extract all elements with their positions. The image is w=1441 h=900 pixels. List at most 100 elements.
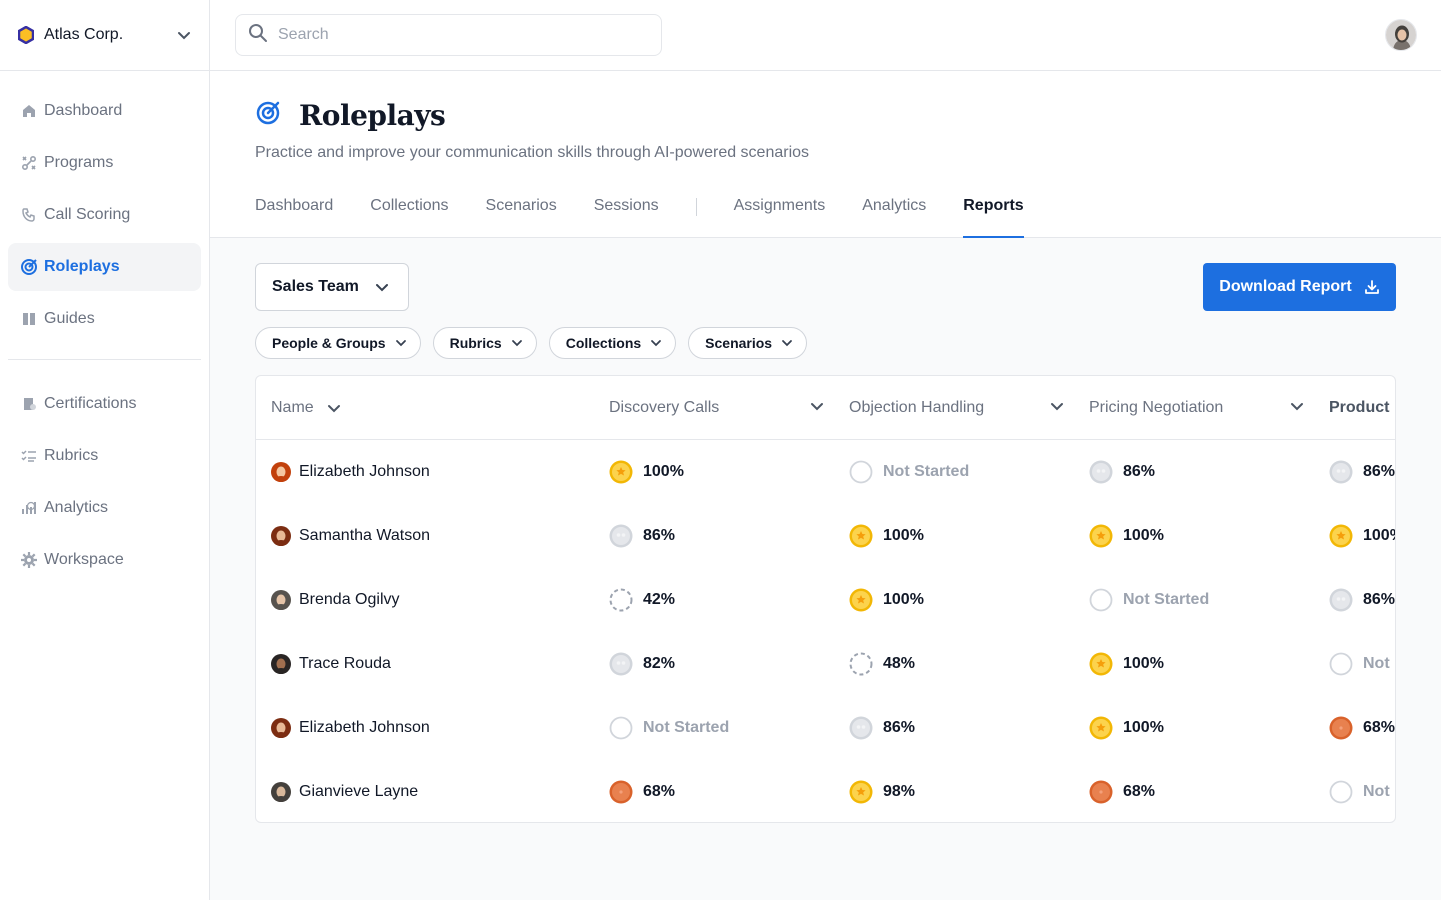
score-cell[interactable]: 86% — [849, 696, 915, 760]
medal-bronze-icon — [1089, 780, 1113, 804]
tab-reports[interactable]: Reports — [963, 185, 1025, 238]
column-header-product[interactable]: Product — [1329, 376, 1389, 439]
score-cell[interactable]: 68% — [1329, 696, 1395, 760]
score-cell[interactable]: 100% — [849, 568, 924, 632]
filter-rubrics[interactable]: Rubrics — [432, 327, 537, 359]
sidebar-item-analytics[interactable]: Analytics — [8, 484, 201, 532]
download-report-button[interactable]: Download Report — [1203, 263, 1396, 311]
table-row[interactable]: Trace Rouda 82% 48% 100% Not — [256, 632, 1395, 696]
sidebar-item-certifications[interactable]: Certifications — [8, 380, 201, 428]
score-cell[interactable]: 100% — [849, 504, 924, 568]
score-value: 42% — [643, 591, 676, 608]
medal-silver-icon — [609, 524, 633, 548]
sidebar-item-roleplays[interactable]: Roleplays — [8, 243, 201, 291]
tab-analytics[interactable]: Analytics — [862, 197, 927, 214]
search-input[interactable] — [278, 26, 648, 44]
table-row[interactable]: Samantha Watson 86% 100% 100% 100% — [256, 504, 1395, 568]
table-row[interactable]: Brenda Ogilvy 42% 100% Not Started 86% — [256, 568, 1395, 632]
score-value: 100% — [643, 463, 684, 480]
score-cell[interactable]: Not Started — [1089, 568, 1209, 632]
sidebar-item-workspace[interactable]: Workspace — [8, 536, 201, 584]
filter-label: Rubrics — [449, 335, 502, 351]
table-row[interactable]: Elizabeth Johnson Not Started 86% 100% 68% — [256, 696, 1395, 760]
score-cell[interactable]: 100% — [609, 440, 684, 504]
score-cell[interactable]: 42% — [609, 568, 675, 632]
not-started-icon — [1329, 780, 1353, 804]
score-cell[interactable]: 86% — [1329, 568, 1395, 632]
target-icon — [255, 100, 281, 131]
score-cell[interactable]: 82% — [609, 632, 675, 696]
tab-bar: Dashboard Collections Scenarios Sessions… — [255, 185, 1061, 238]
sidebar-item-rubrics[interactable]: Rubrics — [8, 432, 201, 480]
filter-collections[interactable]: Collections — [548, 327, 677, 359]
column-header-pricing-negotiation[interactable]: Pricing Negotiation — [1089, 376, 1305, 439]
tab-dashboard[interactable]: Dashboard — [255, 197, 334, 214]
avatar — [271, 526, 291, 546]
person-cell[interactable]: Gianvieve Layne — [271, 760, 418, 822]
score-cell[interactable]: 100% — [1329, 504, 1395, 568]
column-header-discovery-calls[interactable]: Discovery Calls — [609, 376, 825, 439]
tab-collections[interactable]: Collections — [370, 197, 449, 214]
column-header-objection-handling[interactable]: Objection Handling — [849, 376, 1065, 439]
medal-dashed-icon — [849, 652, 873, 676]
score-value: 86% — [1123, 463, 1156, 480]
score-value: 100% — [1123, 527, 1164, 544]
tab-assignments[interactable]: Assignments — [733, 197, 826, 214]
medal-silver-icon — [1329, 588, 1353, 612]
team-select-value: Sales Team — [272, 278, 359, 295]
score-cell[interactable]: 98% — [849, 760, 915, 822]
chevron-down-icon[interactable] — [175, 26, 193, 44]
home-icon — [20, 102, 38, 120]
score-cell[interactable]: 100% — [1089, 504, 1164, 568]
sidebar-item-label: Roleplays — [44, 258, 120, 275]
score-cell[interactable]: 68% — [1089, 760, 1155, 822]
user-avatar[interactable] — [1385, 19, 1417, 51]
score-cell[interactable]: 86% — [1089, 440, 1155, 504]
score-value: Not — [1363, 655, 1390, 672]
chevron-down-icon — [327, 404, 340, 412]
team-select[interactable]: Sales Team — [255, 263, 409, 311]
score-cell[interactable]: Not Started — [849, 440, 969, 504]
score-cell[interactable]: 100% — [1089, 632, 1164, 696]
person-cell[interactable]: Elizabeth Johnson — [271, 440, 430, 504]
search-box[interactable] — [235, 14, 662, 56]
score-cell[interactable]: 86% — [609, 504, 675, 568]
score-cell[interactable]: 48% — [849, 632, 915, 696]
column-label: Objection Handling — [849, 398, 985, 416]
score-cell[interactable]: 68% — [609, 760, 675, 822]
tab-scenarios[interactable]: Scenarios — [485, 197, 557, 214]
medal-gold-icon — [1089, 524, 1113, 548]
tab-sessions[interactable]: Sessions — [593, 197, 659, 214]
score-value: Not Started — [883, 463, 970, 480]
column-header-name[interactable]: Name — [271, 376, 342, 439]
person-cell[interactable]: Trace Rouda — [271, 632, 391, 696]
sidebar-item-dashboard[interactable]: Dashboard — [8, 87, 201, 135]
score-cell[interactable]: Not Started — [609, 696, 729, 760]
sidebar-item-programs[interactable]: Programs — [8, 139, 201, 187]
medal-gold-icon — [609, 460, 633, 484]
org-switcher[interactable]: Atlas Corp. — [0, 0, 209, 71]
sidebar-item-guides[interactable]: Guides — [8, 295, 201, 343]
chevron-down-icon — [395, 340, 406, 347]
score-cell[interactable]: 86% — [1329, 440, 1395, 504]
score-value: Not — [1363, 783, 1390, 800]
person-cell[interactable]: Brenda Ogilvy — [271, 568, 400, 632]
page-header: Roleplays Practice and improve your comm… — [210, 71, 1441, 238]
score-value: 100% — [1123, 655, 1164, 672]
person-cell[interactable]: Samantha Watson — [271, 504, 430, 568]
download-report-label: Download Report — [1219, 278, 1352, 295]
score-cell[interactable]: Not — [1329, 760, 1390, 822]
sidebar: Atlas Corp. Dashboard Programs Call Scor… — [0, 0, 210, 900]
filter-people-groups[interactable]: People & Groups — [255, 327, 421, 359]
top-bar — [210, 0, 1441, 71]
score-cell[interactable]: 100% — [1089, 696, 1164, 760]
table-row[interactable]: Gianvieve Layne 68% 98% 68% Not — [256, 760, 1395, 822]
medal-silver-icon — [609, 652, 633, 676]
score-cell[interactable]: Not — [1329, 632, 1390, 696]
filter-scenarios[interactable]: Scenarios — [688, 327, 808, 359]
medal-gold-icon — [1089, 652, 1113, 676]
sidebar-item-call-scoring[interactable]: Call Scoring — [8, 191, 201, 239]
table-row[interactable]: Elizabeth Johnson 100% Not Started 86% 86% — [256, 440, 1395, 504]
person-cell[interactable]: Elizabeth Johnson — [271, 696, 430, 760]
chevron-down-icon — [374, 279, 390, 300]
